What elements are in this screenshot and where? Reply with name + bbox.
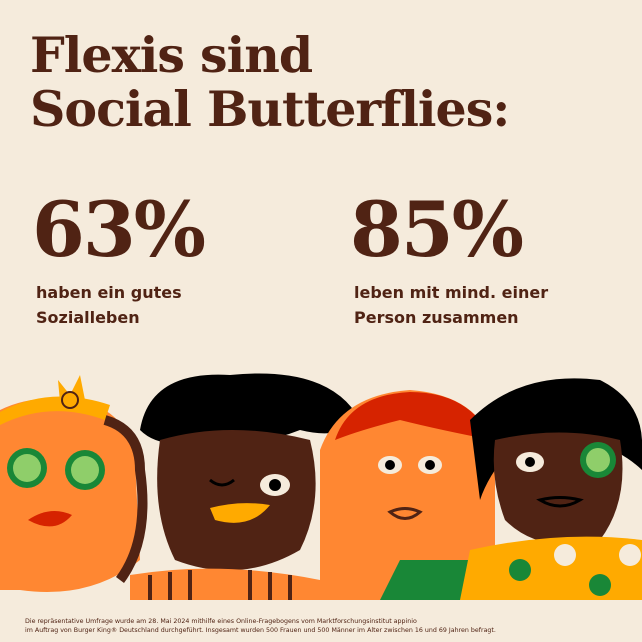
- stat-description-line: Person zusammen: [354, 308, 519, 327]
- headline: Flexis sind Social Butterflies:: [30, 26, 510, 138]
- stat-description-line: Sozialleben: [36, 308, 140, 327]
- stat-description: leben mit mind. einer Person zusammen: [354, 280, 548, 330]
- stat-description-line: leben mit mind. einer: [354, 283, 549, 302]
- stat-description: haben ein gutes Sozialleben: [36, 280, 204, 330]
- footnote-line: Die repräsentative Umfrage wurde am 28. …: [25, 618, 417, 625]
- people-illustration: [0, 373, 642, 600]
- person-dark-hair-cucumber: [460, 378, 642, 600]
- stat-social-life: 63% haben ein gutes Sozialleben: [32, 185, 206, 330]
- footnote: Die repräsentative Umfrage wurde am 28. …: [25, 617, 496, 635]
- footnote-line: im Auftrag von Burger King® Deutschland …: [25, 627, 496, 634]
- stat-description-line: haben ein gutes: [36, 283, 182, 302]
- stat-value: 85%: [350, 185, 524, 274]
- person-cucumber-mask: [0, 375, 148, 592]
- headline-line-2: Social Butterflies:: [30, 80, 510, 138]
- stat-living-together: 85% leben mit mind. einer Person zusamme…: [350, 188, 548, 330]
- stat-value: 63%: [32, 185, 206, 274]
- person-afro-winking: [130, 373, 360, 600]
- headline-line-1: Flexis sind: [30, 26, 313, 84]
